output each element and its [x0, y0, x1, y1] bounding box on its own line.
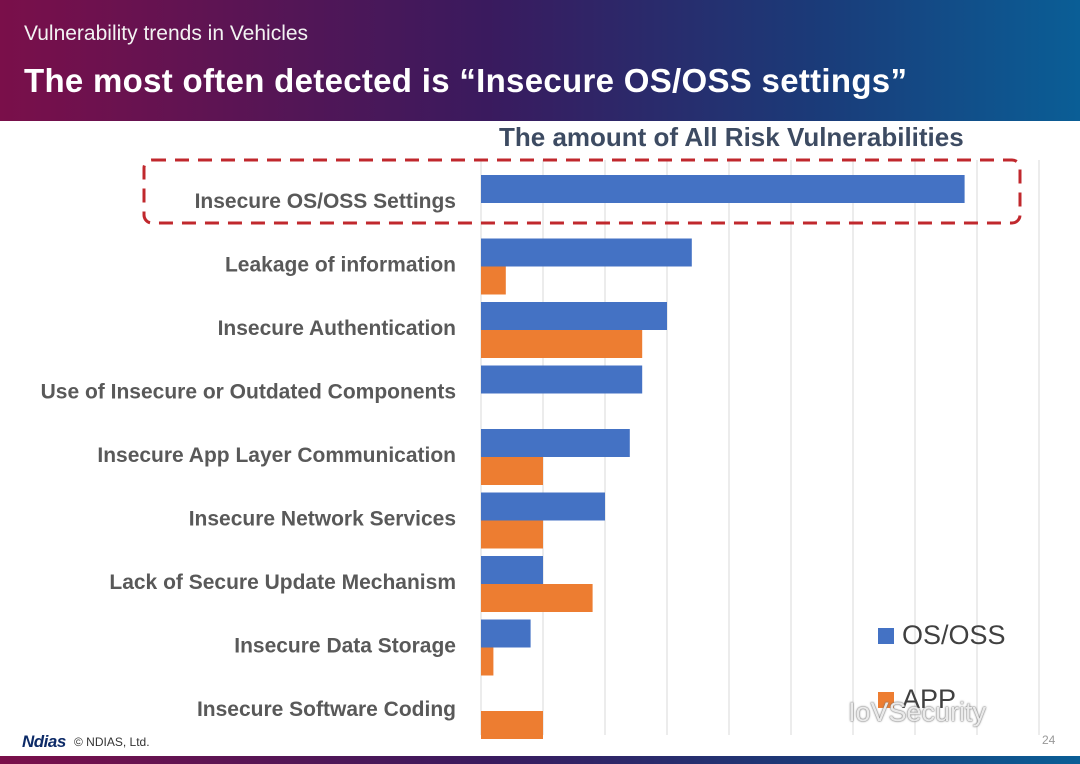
copyright-text: © NDIAS, Ltd. — [74, 735, 150, 749]
category-label: Insecure Network Services — [189, 508, 456, 531]
slide-header: Vulnerability trends in Vehicles The mos… — [0, 0, 1080, 121]
bar-app — [481, 711, 543, 739]
category-label: Insecure Data Storage — [234, 635, 456, 658]
category-label: Leakage of information — [225, 254, 456, 277]
legend-label-app: APP — [902, 684, 957, 714]
bar-os-oss — [481, 429, 630, 457]
bar-os-oss — [481, 238, 692, 267]
category-label: Insecure App Layer Communication — [97, 444, 456, 467]
category-label: Insecure Software Coding — [197, 698, 456, 721]
bar-app — [481, 584, 593, 612]
bar-os-oss — [481, 619, 531, 648]
legend-label-os-oss: OS/OSS — [902, 620, 1006, 650]
slide-subtitle: Vulnerability trends in Vehicles — [24, 22, 309, 45]
category-label: Insecure Authentication — [218, 317, 456, 340]
legend-item-app: APP — [878, 684, 956, 715]
legend-item-os-oss: OS/OSS — [878, 620, 1006, 651]
legend-swatch-app — [878, 691, 894, 708]
bar-os-oss — [481, 302, 667, 330]
bar-os-oss — [481, 556, 543, 584]
bar-app — [481, 647, 494, 676]
bar-os-oss — [481, 365, 643, 394]
highlight-box — [142, 158, 1022, 225]
footer-bar — [0, 756, 1080, 764]
bar-app — [481, 520, 543, 549]
bar-app — [481, 457, 543, 485]
bar-app — [481, 266, 506, 295]
bar-os-oss — [481, 492, 605, 521]
bar-os-oss — [481, 175, 965, 203]
bar-app — [481, 330, 643, 358]
ndias-logo: Ndias — [22, 732, 66, 751]
legend-swatch-os-oss — [878, 627, 894, 644]
slide-title: The most often detected is “Insecure OS/… — [24, 62, 908, 99]
chart-title: The amount of All Risk Vulnerabilities — [499, 122, 964, 152]
category-label: Lack of Secure Update Mechanism — [109, 571, 456, 594]
page-number: 24 — [1042, 733, 1056, 747]
category-label: Use of Insecure or Outdated Components — [41, 381, 456, 404]
watermark: IoVSecurity — [848, 697, 987, 727]
category-label: Insecure OS/OSS Settings — [195, 190, 456, 213]
